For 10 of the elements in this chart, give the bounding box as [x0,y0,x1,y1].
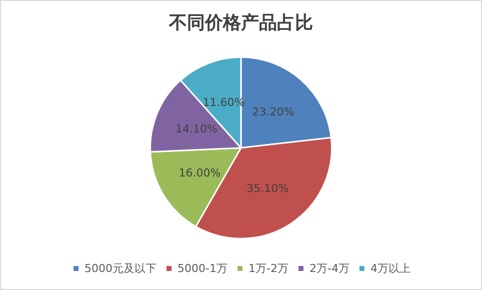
legend-label: 2万-4万 [309,262,350,275]
data-label: 16.00% [178,166,221,180]
data-label: 14.10% [175,122,218,136]
chart-title: 不同价格产品占比 [168,12,313,34]
legend-label: 4万以上 [370,262,410,275]
data-label: 35.10% [246,182,289,195]
legend-label: 5000元及以下 [84,262,157,275]
legend-label: 5000-1万 [178,262,228,275]
legend-label: 1万-2万 [248,262,288,275]
data-label: 23.20% [252,105,294,118]
